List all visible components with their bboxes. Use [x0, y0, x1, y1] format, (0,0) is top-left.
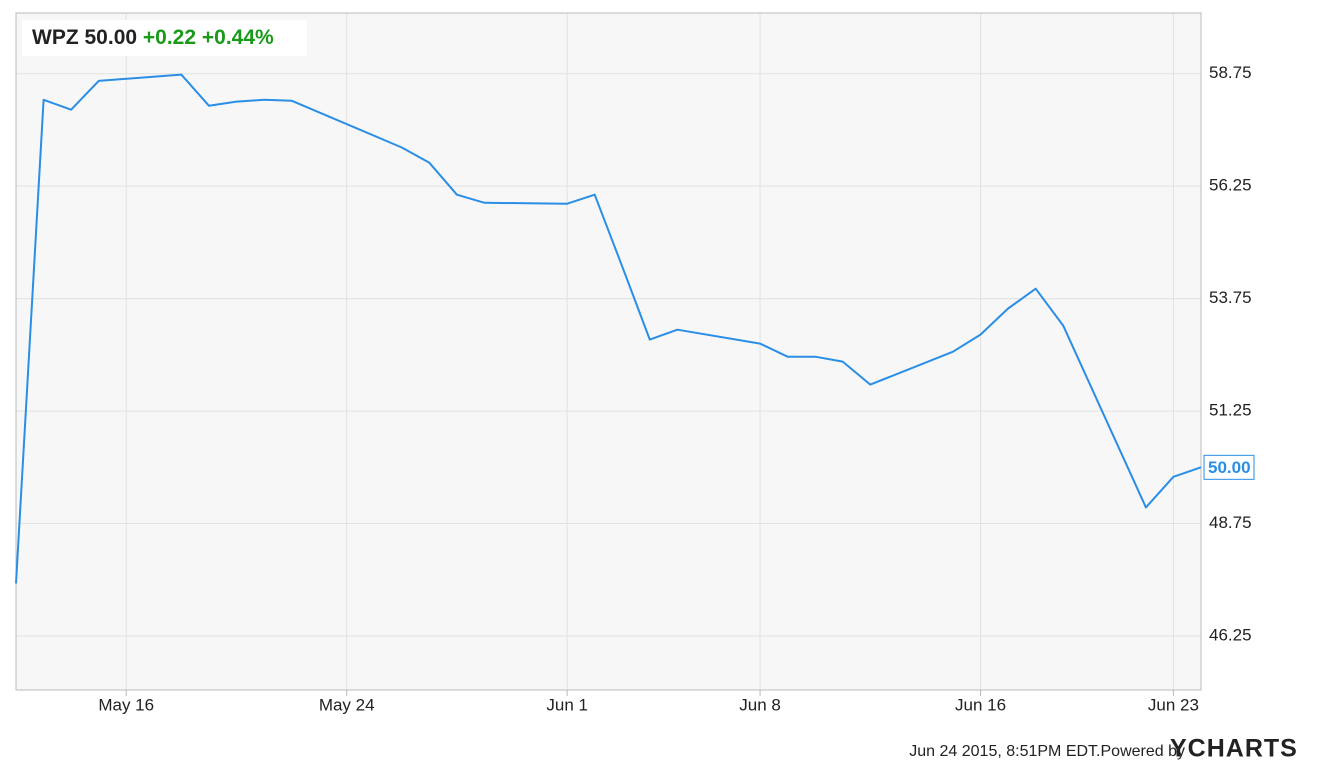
plot-area	[16, 13, 1201, 690]
y-tick-label: 56.25	[1209, 176, 1252, 195]
x-tick-label: May 24	[319, 695, 375, 714]
y-tick-label: 53.75	[1209, 288, 1252, 307]
price: 50.00	[85, 26, 138, 49]
powered-by: Powered by	[1101, 743, 1186, 760]
x-tick-label: Jun 1	[546, 695, 588, 714]
brand: YCHARTS	[1170, 735, 1298, 763]
x-tick-label: Jun 23	[1148, 695, 1199, 714]
x-tick-label: Jun 8	[739, 695, 781, 714]
last-value-label: 50.00	[1208, 458, 1251, 477]
y-tick-label: 58.75	[1209, 63, 1252, 82]
symbol: WPZ	[32, 26, 79, 49]
timestamp: Jun 24 2015, 8:51PM EDT.	[909, 743, 1100, 760]
price-line	[15, 73, 1202, 584]
x-tick-label: Jun 16	[955, 695, 1006, 714]
quote: WPZ 50.00 +0.22 +0.44%	[32, 26, 274, 49]
y-tick-label: 51.25	[1209, 401, 1252, 420]
y-tick-label: 46.25	[1209, 626, 1252, 645]
plot-border	[15, 12, 1202, 691]
y-tick-label: 48.75	[1209, 513, 1252, 532]
change-percent: +0.44%	[202, 26, 274, 49]
last-value-box	[1203, 454, 1255, 480]
change: +0.22	[143, 26, 196, 49]
footer-text: Jun 24 2015, 8:51PM EDT.Powered by	[909, 743, 1185, 760]
x-tick-label: May 16	[98, 695, 154, 714]
quote-box	[22, 20, 307, 56]
